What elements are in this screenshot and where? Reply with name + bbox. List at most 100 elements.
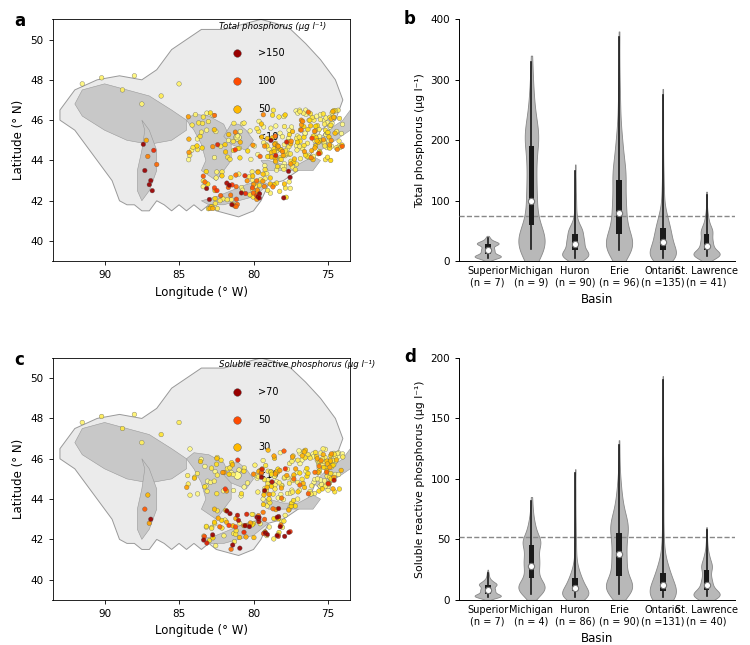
Point bbox=[306, 146, 318, 156]
Point bbox=[210, 541, 222, 551]
Point bbox=[309, 135, 321, 146]
Point bbox=[201, 486, 213, 497]
Point bbox=[198, 531, 210, 542]
Point bbox=[263, 489, 275, 499]
Point bbox=[291, 145, 303, 155]
Point bbox=[310, 111, 322, 121]
Text: >70: >70 bbox=[258, 387, 278, 397]
Point bbox=[284, 504, 296, 515]
Point bbox=[233, 143, 245, 154]
Point bbox=[331, 455, 343, 465]
Point bbox=[274, 522, 286, 532]
Point bbox=[209, 152, 220, 163]
Point bbox=[330, 143, 342, 153]
Point bbox=[199, 482, 211, 492]
Point bbox=[211, 203, 223, 213]
Point bbox=[211, 453, 223, 464]
Point bbox=[318, 462, 330, 473]
Point bbox=[230, 522, 242, 532]
Point bbox=[256, 119, 268, 129]
Point bbox=[328, 105, 340, 115]
Polygon shape bbox=[224, 463, 254, 489]
Point bbox=[276, 516, 288, 526]
Point bbox=[316, 479, 328, 490]
Point bbox=[238, 462, 250, 473]
Point bbox=[186, 120, 198, 130]
Point bbox=[262, 466, 274, 477]
Point bbox=[329, 469, 341, 479]
Point bbox=[323, 132, 335, 142]
Bar bbox=[616, 533, 622, 576]
Point bbox=[283, 505, 295, 515]
Point bbox=[327, 106, 339, 117]
Point bbox=[202, 204, 214, 214]
Point bbox=[302, 150, 314, 161]
Point bbox=[272, 467, 284, 477]
Point bbox=[183, 134, 195, 144]
Point bbox=[248, 519, 259, 529]
Point bbox=[284, 478, 296, 488]
Polygon shape bbox=[202, 181, 268, 205]
Point bbox=[328, 112, 340, 123]
Point bbox=[233, 464, 245, 475]
Point bbox=[142, 151, 154, 161]
Point bbox=[293, 485, 305, 495]
Point bbox=[259, 141, 271, 152]
Point bbox=[334, 484, 346, 494]
Point bbox=[268, 139, 280, 149]
Point bbox=[265, 466, 277, 477]
Point bbox=[269, 469, 281, 479]
Point bbox=[248, 192, 259, 202]
Point bbox=[286, 162, 298, 172]
Point bbox=[226, 180, 238, 190]
Point bbox=[246, 520, 258, 530]
Point bbox=[194, 131, 206, 141]
Point bbox=[336, 141, 348, 152]
Point bbox=[314, 132, 326, 142]
Point bbox=[281, 144, 293, 154]
Point bbox=[322, 459, 334, 469]
Point bbox=[209, 476, 220, 486]
Point bbox=[325, 456, 337, 466]
Point bbox=[269, 156, 281, 166]
Point bbox=[242, 478, 254, 488]
Point bbox=[285, 136, 297, 146]
Point bbox=[302, 488, 314, 499]
X-axis label: Longitude (° W): Longitude (° W) bbox=[155, 624, 248, 637]
Point bbox=[182, 479, 194, 489]
Point bbox=[256, 472, 268, 482]
Point bbox=[314, 146, 326, 157]
Point bbox=[316, 460, 328, 470]
Polygon shape bbox=[202, 519, 268, 544]
Point bbox=[128, 409, 140, 419]
Point bbox=[216, 515, 228, 526]
Bar bbox=[484, 244, 490, 254]
Point bbox=[206, 522, 218, 533]
Point bbox=[245, 154, 257, 164]
Point bbox=[296, 144, 308, 154]
Point bbox=[321, 466, 333, 476]
Text: b: b bbox=[404, 10, 416, 28]
Point bbox=[306, 481, 318, 491]
Point bbox=[270, 150, 282, 161]
Point bbox=[328, 475, 340, 486]
Point bbox=[284, 501, 296, 511]
Point bbox=[244, 126, 256, 136]
Point bbox=[326, 114, 338, 124]
Point bbox=[323, 140, 335, 150]
Point bbox=[285, 501, 297, 511]
Polygon shape bbox=[137, 120, 157, 201]
Point bbox=[116, 423, 128, 433]
Point bbox=[271, 165, 283, 175]
Point bbox=[220, 147, 232, 157]
Point bbox=[238, 482, 250, 492]
Point bbox=[276, 481, 288, 491]
Point bbox=[268, 534, 280, 544]
Point bbox=[270, 157, 282, 167]
Point bbox=[267, 182, 279, 192]
Point bbox=[236, 119, 248, 129]
Point bbox=[269, 131, 281, 141]
Point bbox=[284, 125, 296, 135]
Point bbox=[251, 473, 263, 483]
Point bbox=[274, 152, 286, 163]
